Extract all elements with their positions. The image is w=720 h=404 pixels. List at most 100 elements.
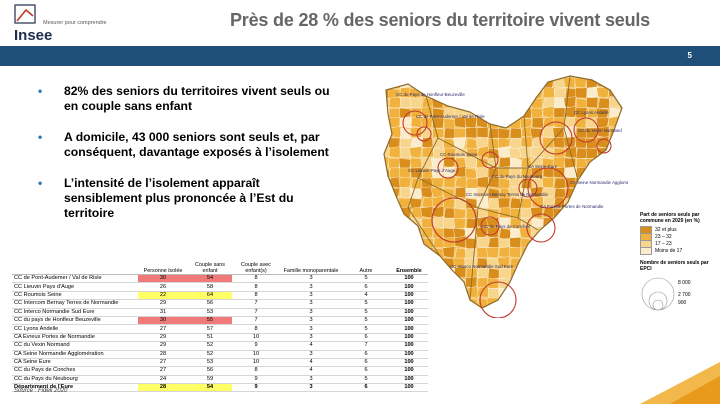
table-cell: 29 <box>138 333 188 343</box>
table-cell: 3 <box>280 333 342 343</box>
commune-cell <box>443 76 456 79</box>
commune-cell <box>597 157 611 169</box>
table-cell: 5 <box>342 274 390 284</box>
table-cell: 100 <box>390 324 428 334</box>
commune-cell <box>454 297 468 308</box>
circle-legend-icon <box>641 277 675 311</box>
commune-cell <box>464 167 478 181</box>
table-cell: 8 <box>232 366 280 376</box>
table-row: CC Roumois Seine 22 64 8 3 4 100 <box>12 291 428 301</box>
commune-cell <box>509 77 523 90</box>
commune-cell <box>476 176 489 189</box>
commune-cell <box>384 265 390 279</box>
commune-cell <box>520 207 533 219</box>
commune-cell <box>608 217 621 229</box>
commune-cell <box>619 277 622 291</box>
commune-cell <box>487 277 500 290</box>
table-row: CC du pays de Honfleur Beuzeville 30 55 7 3 5… <box>12 316 428 326</box>
table-cell: 7 <box>232 299 280 309</box>
commune-cell <box>476 76 489 79</box>
commune-cell <box>597 207 610 219</box>
commune-cell <box>551 277 566 289</box>
table-row: CC Intercom Bernay Terres de Normandie 29… <box>12 299 428 309</box>
commune-cell <box>497 145 511 159</box>
epci-circle <box>479 281 517 318</box>
epci-label: CA Seine-Eure <box>528 164 558 169</box>
table-cell: 58 <box>188 282 232 292</box>
bullet-dot-icon: • <box>38 176 43 190</box>
commune-cell <box>465 306 480 308</box>
commune-cell <box>586 167 599 181</box>
table-cell: 57 <box>188 324 232 334</box>
commune-cell <box>498 267 511 279</box>
epci-circle <box>526 213 556 243</box>
commune-cell <box>574 76 588 79</box>
commune-cell <box>420 206 434 219</box>
commune-cell <box>421 146 434 159</box>
commune-cell <box>530 226 544 239</box>
table-cell: 4 <box>280 366 342 376</box>
commune-cell <box>564 297 577 308</box>
commune-cell <box>509 96 522 109</box>
commune-cell <box>454 186 467 199</box>
commune-cell <box>530 146 544 159</box>
circle-legend: 8 000 2 700 900 <box>640 274 720 312</box>
epci-boundary <box>417 177 519 219</box>
commune-cell <box>597 187 610 199</box>
commune-cell <box>384 236 390 249</box>
commune-cell <box>454 116 467 129</box>
insee-logo: Mesurer pour comprendre Insee <box>6 2 126 46</box>
map-outline <box>383 75 623 309</box>
commune-cell <box>542 307 556 308</box>
commune-cell <box>542 87 555 99</box>
col-header: Famille monoparentale <box>280 252 342 275</box>
table-cell: 3 <box>280 291 342 301</box>
table-cell: 3 <box>280 324 342 334</box>
commune-cell <box>520 247 533 259</box>
commune-cell <box>564 237 578 249</box>
commune-cell <box>552 256 566 269</box>
commune-cell <box>597 76 610 79</box>
table-cell: 30 <box>138 274 188 284</box>
legend-row: 23 – 32 <box>640 232 720 241</box>
table-row: CC du Vexin Normand 29 52 9 4 7 100 <box>12 341 428 351</box>
commune-cell <box>618 137 622 149</box>
bullet-dot-icon: • <box>38 130 43 144</box>
col-header: Personne isolée <box>138 252 188 275</box>
commune-cell <box>432 76 445 79</box>
commune-cell <box>597 256 610 269</box>
commune-cell <box>421 77 434 89</box>
table-row: Département de l'Eure 28 54 9 3 6 100 <box>12 383 428 393</box>
table-cell: 7 <box>342 341 390 351</box>
commune-cell <box>465 127 478 139</box>
commune-cell <box>619 237 622 249</box>
commune-cell <box>575 297 588 308</box>
commune-cell <box>465 187 478 200</box>
commune-cell <box>586 225 600 239</box>
table-cell: 5 <box>342 316 390 326</box>
commune-cell <box>399 257 412 269</box>
table-cell: 6 <box>342 366 390 376</box>
commune-cell <box>542 106 555 119</box>
table-cell: 56 <box>188 366 232 376</box>
commune-cell <box>384 296 390 308</box>
commune-cell <box>529 287 544 300</box>
table-cell: 6 <box>342 282 390 292</box>
commune-cell <box>419 307 434 308</box>
commune-cell <box>387 277 401 290</box>
commune-cell <box>597 247 610 261</box>
table-cell: 30 <box>138 316 188 326</box>
commune-cell <box>575 236 588 249</box>
commune-cell <box>619 197 622 210</box>
table-cell: 10 <box>232 358 280 368</box>
commune-cell <box>399 287 413 299</box>
epci-label: CA Evreux Portes de Normandie <box>540 204 604 209</box>
commune-cell <box>432 266 446 279</box>
commune-cell <box>453 287 467 299</box>
commune-cell <box>542 236 555 249</box>
commune-cell <box>454 127 467 139</box>
commune-cell <box>487 287 500 300</box>
epci-label: CC Lyons Andelle <box>574 110 609 115</box>
table-cell: 29 <box>138 299 188 309</box>
commune-cell <box>520 87 533 100</box>
